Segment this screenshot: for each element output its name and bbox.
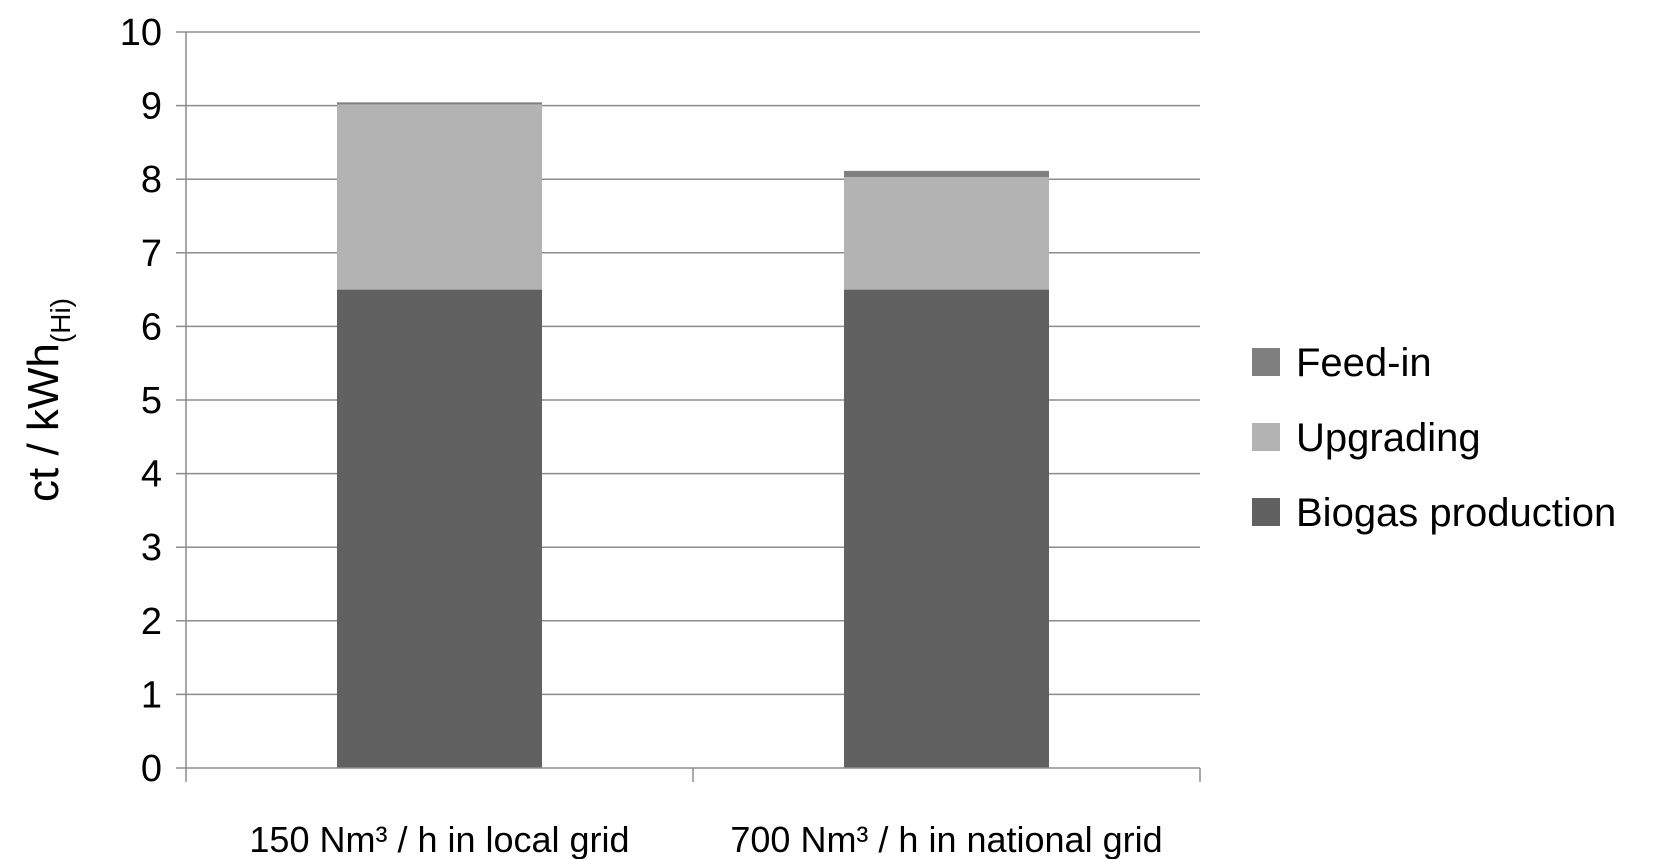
- x-category-label: 700 Nm³ / h in national grid: [730, 819, 1162, 859]
- bar-segment-feed-in: [844, 171, 1049, 177]
- y-tick-label: 10: [120, 12, 162, 54]
- y-axis-label: ct / kWh(Hi): [19, 298, 76, 502]
- y-tick-label: 8: [141, 159, 162, 201]
- legend: Feed-in Upgrading Biogas production: [1252, 341, 1616, 535]
- legend-swatch: [1252, 423, 1280, 451]
- x-category-labels: 150 Nm³ / h in local grid 700 Nm³ / h in …: [249, 819, 1162, 859]
- y-tick-label: 4: [141, 454, 162, 496]
- y-tick-label: 1: [141, 674, 162, 716]
- legend-swatch: [1252, 498, 1280, 526]
- y-tick-label: 2: [141, 601, 162, 643]
- legend-label: Biogas production: [1296, 491, 1616, 535]
- y-axis-label-main: ct / kWh: [19, 343, 68, 502]
- y-tick-label: 6: [141, 306, 162, 348]
- y-tick-label: 7: [141, 233, 162, 275]
- y-tick-labels: 0 1 2 3 4 5 6 7 8 9 10: [120, 12, 162, 790]
- bar-segment-biogas-production: [337, 289, 542, 768]
- legend-label: Upgrading: [1296, 416, 1481, 460]
- x-category-label: 150 Nm³ / h in local grid: [249, 819, 629, 859]
- legend-label: Feed-in: [1296, 341, 1432, 385]
- bar-segment-upgrading: [844, 176, 1049, 290]
- axes: [185, 32, 1201, 782]
- y-tick-label: 5: [141, 380, 162, 422]
- bars: [337, 102, 1049, 768]
- y-axis-label-subscript: (Hi): [45, 298, 76, 343]
- y-tick-label: 9: [141, 86, 162, 128]
- bar-segment-biogas-production: [844, 289, 1049, 768]
- bar-segment-upgrading: [337, 103, 542, 290]
- y-tick-label: 3: [141, 527, 162, 569]
- legend-swatch: [1252, 348, 1280, 376]
- y-tick-label: 0: [141, 748, 162, 790]
